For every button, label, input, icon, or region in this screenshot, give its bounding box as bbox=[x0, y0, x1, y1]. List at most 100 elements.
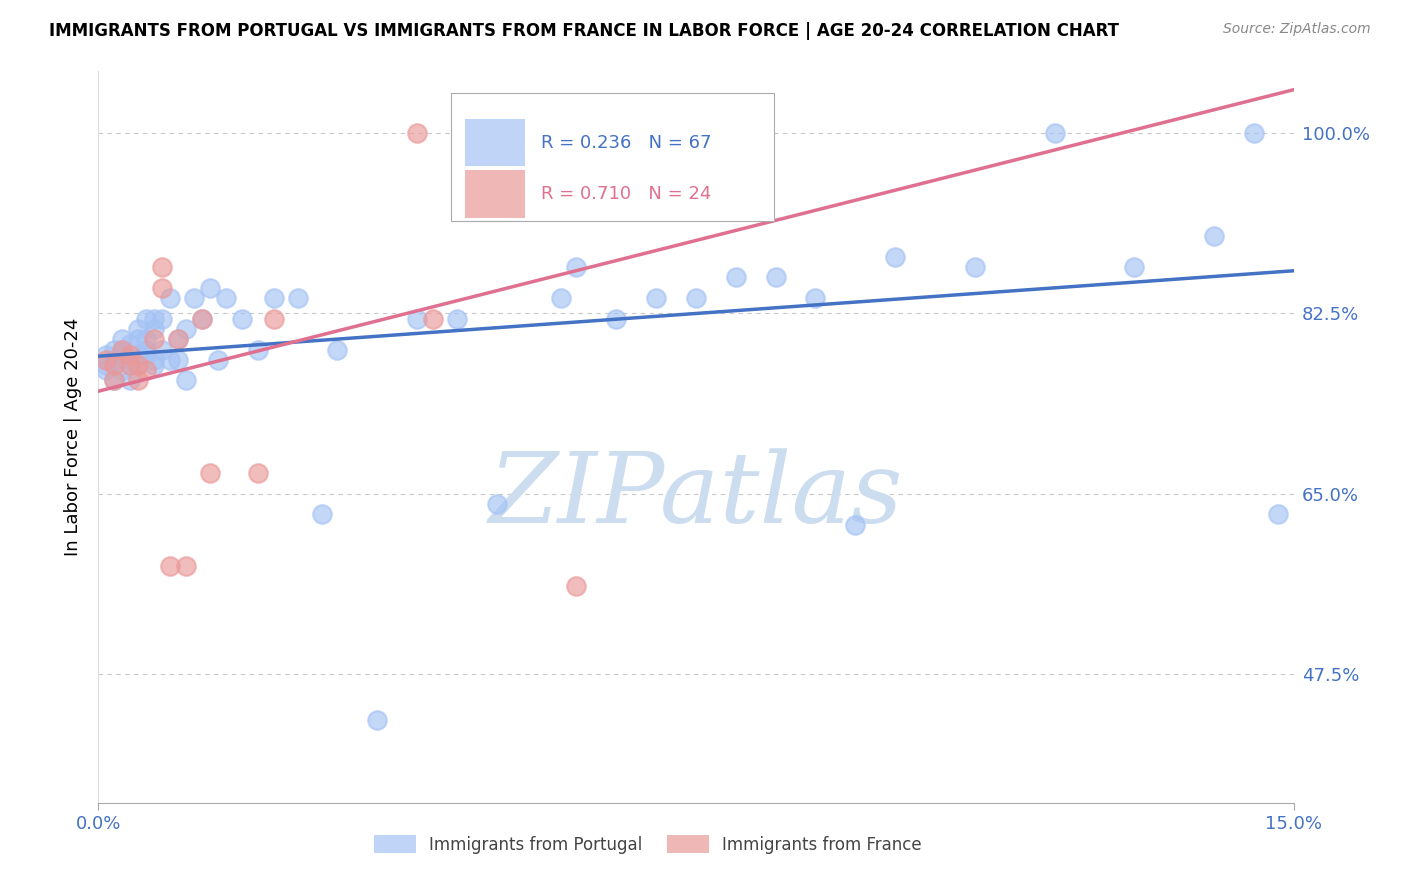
Point bbox=[96, 352, 118, 367]
Point bbox=[446, 311, 468, 326]
Point bbox=[120, 348, 142, 362]
Point bbox=[150, 343, 173, 357]
Point bbox=[96, 363, 118, 377]
Point bbox=[143, 352, 166, 367]
Point bbox=[1243, 126, 1265, 140]
FancyBboxPatch shape bbox=[465, 170, 524, 218]
FancyBboxPatch shape bbox=[451, 94, 773, 221]
Point bbox=[191, 311, 214, 326]
Point bbox=[127, 358, 149, 372]
Point bbox=[263, 311, 285, 326]
Point bbox=[485, 497, 508, 511]
Point bbox=[1123, 260, 1146, 274]
Text: R = 0.710   N = 24: R = 0.710 N = 24 bbox=[541, 185, 711, 202]
Point bbox=[127, 373, 149, 387]
Text: R = 0.236   N = 67: R = 0.236 N = 67 bbox=[541, 134, 711, 152]
Point bbox=[150, 260, 173, 274]
Point bbox=[406, 311, 429, 326]
Point bbox=[159, 291, 181, 305]
Point bbox=[645, 126, 668, 140]
Point bbox=[844, 517, 866, 532]
Point bbox=[565, 579, 588, 593]
Point bbox=[103, 373, 125, 387]
Point bbox=[120, 337, 142, 351]
Legend: Immigrants from Portugal, Immigrants from France: Immigrants from Portugal, Immigrants fro… bbox=[367, 829, 929, 860]
Point bbox=[526, 126, 548, 140]
Point bbox=[127, 322, 149, 336]
Point bbox=[111, 332, 134, 346]
Point bbox=[150, 281, 173, 295]
Point bbox=[246, 466, 269, 480]
Text: ZIPatlas: ZIPatlas bbox=[489, 448, 903, 543]
Point bbox=[135, 363, 157, 377]
Text: Source: ZipAtlas.com: Source: ZipAtlas.com bbox=[1223, 22, 1371, 37]
Point bbox=[366, 714, 388, 728]
Point bbox=[143, 322, 166, 336]
Point bbox=[1202, 229, 1225, 244]
Point bbox=[198, 281, 221, 295]
Point bbox=[103, 352, 125, 367]
Point bbox=[326, 343, 349, 357]
Point bbox=[311, 508, 333, 522]
Point bbox=[167, 332, 190, 346]
Text: IMMIGRANTS FROM PORTUGAL VS IMMIGRANTS FROM FRANCE IN LABOR FORCE | AGE 20-24 CO: IMMIGRANTS FROM PORTUGAL VS IMMIGRANTS F… bbox=[49, 22, 1119, 40]
Point bbox=[207, 352, 229, 367]
Point bbox=[135, 332, 157, 346]
Point bbox=[804, 291, 827, 305]
Point bbox=[191, 311, 214, 326]
Point bbox=[765, 270, 787, 285]
Point bbox=[167, 332, 190, 346]
Point bbox=[406, 126, 429, 140]
Point bbox=[120, 352, 142, 367]
Point bbox=[150, 311, 173, 326]
Point bbox=[143, 332, 166, 346]
Point bbox=[167, 352, 190, 367]
Point bbox=[565, 260, 588, 274]
Point bbox=[111, 363, 134, 377]
Point bbox=[174, 558, 197, 573]
Point bbox=[120, 358, 142, 372]
Point bbox=[111, 343, 134, 357]
Point bbox=[111, 343, 134, 357]
Point bbox=[111, 348, 134, 362]
Point bbox=[215, 291, 238, 305]
Y-axis label: In Labor Force | Age 20-24: In Labor Force | Age 20-24 bbox=[63, 318, 82, 557]
Point bbox=[1267, 508, 1289, 522]
Point bbox=[135, 348, 157, 362]
Point bbox=[605, 311, 627, 326]
Point bbox=[550, 291, 572, 305]
Point bbox=[96, 358, 118, 372]
Point bbox=[135, 311, 157, 326]
Point bbox=[159, 558, 181, 573]
Point bbox=[96, 348, 118, 362]
Point bbox=[174, 322, 197, 336]
Point bbox=[246, 343, 269, 357]
Point bbox=[103, 358, 125, 372]
Point bbox=[159, 352, 181, 367]
Point bbox=[120, 358, 142, 372]
Point bbox=[231, 311, 253, 326]
Point bbox=[143, 358, 166, 372]
Point bbox=[120, 373, 142, 387]
Point bbox=[724, 270, 747, 285]
Point bbox=[103, 343, 125, 357]
Point bbox=[127, 348, 149, 362]
Point bbox=[103, 373, 125, 387]
Point bbox=[645, 291, 668, 305]
Point bbox=[263, 291, 285, 305]
Point bbox=[1043, 126, 1066, 140]
Point bbox=[135, 343, 157, 357]
Point bbox=[422, 311, 444, 326]
FancyBboxPatch shape bbox=[465, 119, 524, 167]
Point bbox=[884, 250, 907, 264]
Point bbox=[183, 291, 205, 305]
Point bbox=[103, 358, 125, 372]
Point bbox=[685, 291, 707, 305]
Point bbox=[143, 311, 166, 326]
Point bbox=[127, 358, 149, 372]
Point bbox=[127, 332, 149, 346]
Point bbox=[198, 466, 221, 480]
Point bbox=[287, 291, 309, 305]
Point bbox=[963, 260, 986, 274]
Point bbox=[526, 126, 548, 140]
